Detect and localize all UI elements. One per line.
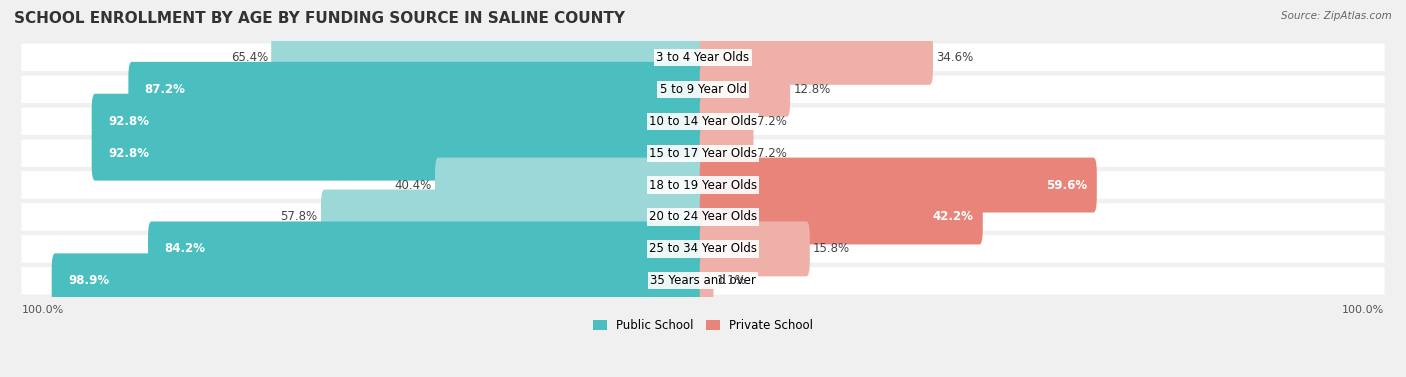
Text: 40.4%: 40.4% <box>395 179 432 192</box>
Text: 84.2%: 84.2% <box>165 242 205 255</box>
Text: 7.2%: 7.2% <box>756 115 786 128</box>
FancyBboxPatch shape <box>700 94 754 149</box>
Text: 25 to 34 Year Olds: 25 to 34 Year Olds <box>650 242 756 255</box>
FancyBboxPatch shape <box>148 221 706 276</box>
FancyBboxPatch shape <box>21 75 1385 103</box>
FancyBboxPatch shape <box>700 253 713 308</box>
FancyBboxPatch shape <box>434 158 706 213</box>
FancyBboxPatch shape <box>128 62 706 117</box>
FancyBboxPatch shape <box>700 62 790 117</box>
Text: 42.2%: 42.2% <box>932 210 973 224</box>
Text: 100.0%: 100.0% <box>1343 305 1385 315</box>
FancyBboxPatch shape <box>700 126 754 181</box>
Text: 15 to 17 Year Olds: 15 to 17 Year Olds <box>650 147 756 159</box>
Text: SCHOOL ENROLLMENT BY AGE BY FUNDING SOURCE IN SALINE COUNTY: SCHOOL ENROLLMENT BY AGE BY FUNDING SOUR… <box>14 11 626 26</box>
FancyBboxPatch shape <box>21 235 1385 263</box>
Text: 65.4%: 65.4% <box>231 51 269 64</box>
FancyBboxPatch shape <box>21 203 1385 231</box>
Text: 12.8%: 12.8% <box>793 83 831 96</box>
FancyBboxPatch shape <box>700 158 1097 213</box>
Text: 34.6%: 34.6% <box>936 51 973 64</box>
Text: 59.6%: 59.6% <box>1046 179 1087 192</box>
Text: 20 to 24 Year Olds: 20 to 24 Year Olds <box>650 210 756 224</box>
FancyBboxPatch shape <box>21 139 1385 167</box>
Text: 3 to 4 Year Olds: 3 to 4 Year Olds <box>657 51 749 64</box>
Text: 5 to 9 Year Old: 5 to 9 Year Old <box>659 83 747 96</box>
FancyBboxPatch shape <box>700 30 934 85</box>
Legend: Public School, Private School: Public School, Private School <box>588 314 818 337</box>
FancyBboxPatch shape <box>91 94 706 149</box>
FancyBboxPatch shape <box>21 171 1385 199</box>
FancyBboxPatch shape <box>700 190 983 244</box>
FancyBboxPatch shape <box>321 190 706 244</box>
Text: 98.9%: 98.9% <box>67 274 110 287</box>
FancyBboxPatch shape <box>91 126 706 181</box>
Text: 92.8%: 92.8% <box>108 147 149 159</box>
FancyBboxPatch shape <box>271 30 706 85</box>
Text: 92.8%: 92.8% <box>108 115 149 128</box>
Text: 57.8%: 57.8% <box>281 210 318 224</box>
Text: 87.2%: 87.2% <box>145 83 186 96</box>
FancyBboxPatch shape <box>21 267 1385 294</box>
Text: 7.2%: 7.2% <box>756 147 786 159</box>
FancyBboxPatch shape <box>700 221 810 276</box>
Text: 100.0%: 100.0% <box>21 305 63 315</box>
Text: 18 to 19 Year Olds: 18 to 19 Year Olds <box>650 179 756 192</box>
Text: 1.1%: 1.1% <box>717 274 747 287</box>
FancyBboxPatch shape <box>52 253 706 308</box>
Text: 15.8%: 15.8% <box>813 242 851 255</box>
Text: 10 to 14 Year Olds: 10 to 14 Year Olds <box>650 115 756 128</box>
Text: 35 Years and over: 35 Years and over <box>650 274 756 287</box>
Text: Source: ZipAtlas.com: Source: ZipAtlas.com <box>1281 11 1392 21</box>
FancyBboxPatch shape <box>21 44 1385 71</box>
FancyBboxPatch shape <box>21 107 1385 135</box>
